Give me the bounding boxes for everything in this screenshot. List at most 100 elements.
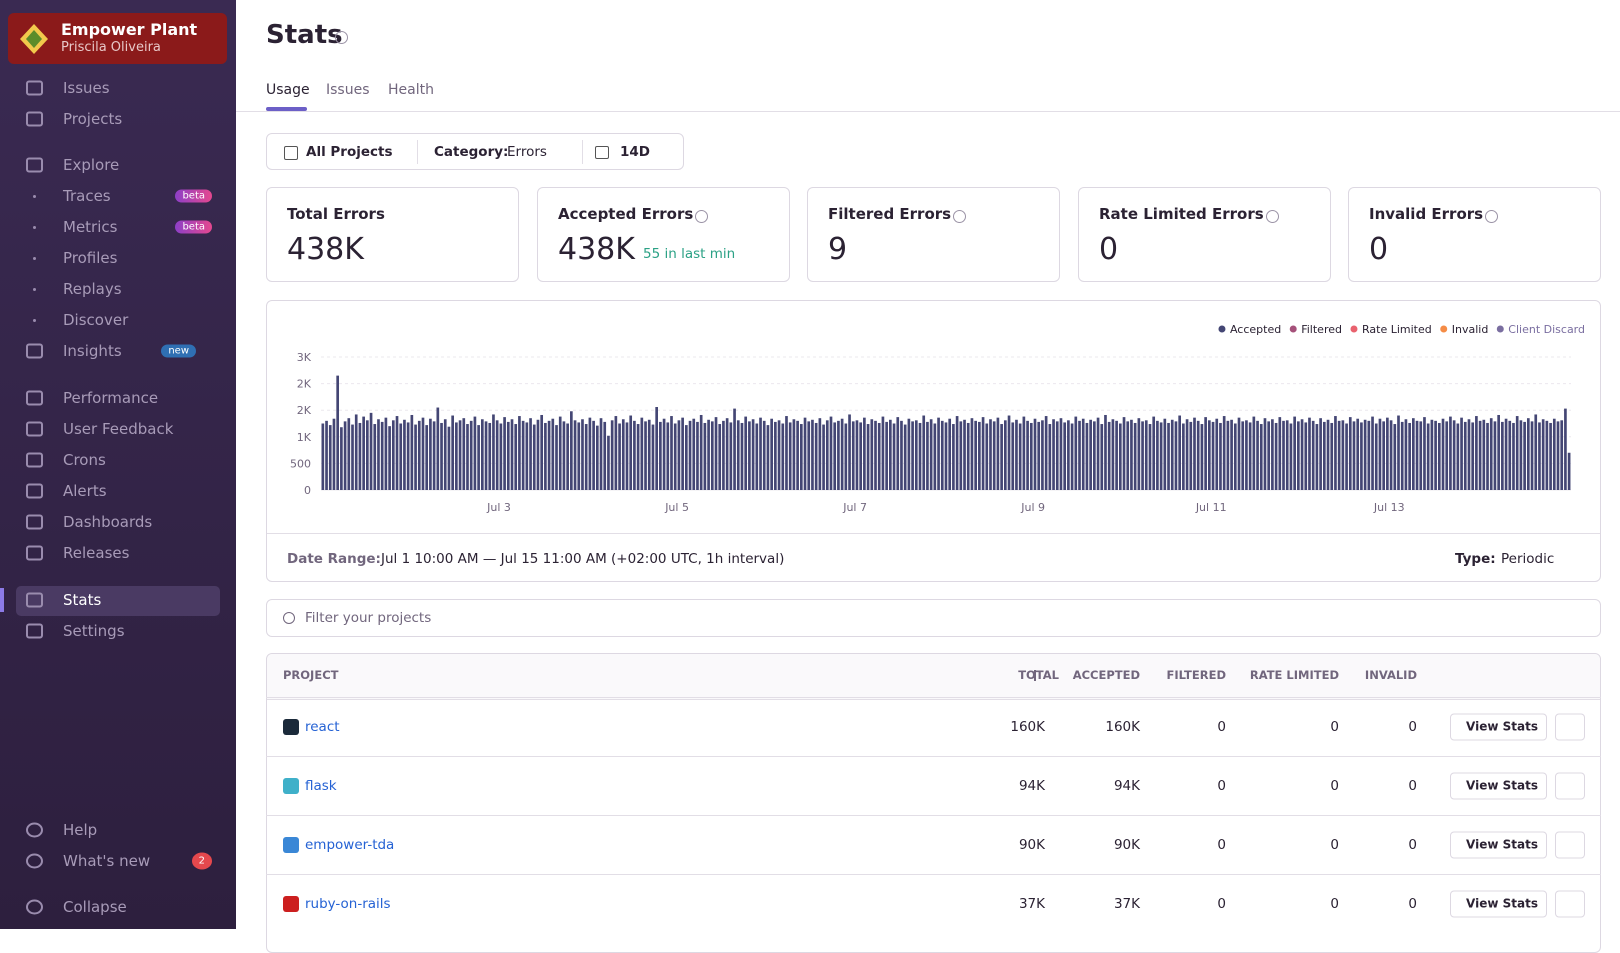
- nav-item[interactable]: Help: [63, 821, 98, 839]
- help-icon[interactable]: [953, 210, 966, 223]
- project-link[interactable]: empower-tda: [305, 837, 395, 853]
- bar: [1259, 424, 1263, 490]
- nav-item[interactable]: Collapse: [63, 898, 127, 916]
- nav-item[interactable]: Crons: [63, 451, 106, 469]
- column-header[interactable]: ACCEPTED: [1072, 668, 1140, 682]
- column-header[interactable]: FILTERED: [1166, 668, 1226, 682]
- bar: [1534, 414, 1538, 490]
- bar: [662, 418, 666, 490]
- period-filter[interactable]: 14D: [620, 144, 650, 160]
- project-link[interactable]: ruby-on-rails: [305, 896, 391, 912]
- settings-button[interactable]: [1555, 772, 1585, 800]
- nav-item[interactable]: Settings: [63, 622, 125, 640]
- settings-button[interactable]: [1555, 713, 1585, 741]
- bar: [1029, 422, 1033, 490]
- tab[interactable]: Issues: [326, 82, 370, 98]
- bar: [933, 423, 937, 490]
- nav-item[interactable]: Stats: [63, 591, 102, 609]
- bar: [518, 416, 521, 490]
- legend-label: Accepted: [1230, 323, 1281, 336]
- bar: [1018, 423, 1022, 490]
- nav-item[interactable]: Profiles: [63, 249, 118, 267]
- bar: [1501, 421, 1504, 490]
- org-switcher[interactable]: Empower Plant Priscila Oliveira: [8, 13, 227, 64]
- table-cell: 37K: [1113, 896, 1140, 912]
- bar: [766, 425, 770, 490]
- legend-label: Invalid: [1452, 323, 1489, 336]
- nav-item[interactable]: Issues: [63, 79, 110, 97]
- bar: [1096, 417, 1100, 490]
- nav-item[interactable]: Alerts: [63, 482, 107, 500]
- bar: [1152, 416, 1156, 490]
- search-box[interactable]: Filter your projects: [266, 599, 1601, 637]
- nav-item[interactable]: User Feedback: [63, 420, 174, 438]
- tab[interactable]: Health: [388, 82, 434, 98]
- column-header[interactable]: TOTAL: [1018, 668, 1059, 682]
- category-filter[interactable]: Errors: [507, 144, 547, 160]
- bar: [959, 421, 963, 490]
- column-header[interactable]: RATE LIMITED: [1249, 668, 1339, 682]
- bar: [536, 419, 540, 490]
- badge: new: [161, 344, 196, 358]
- project-link[interactable]: react: [305, 719, 340, 735]
- nav-item[interactable]: Insights: [63, 342, 122, 360]
- bar: [837, 420, 840, 490]
- view-stats-button[interactable]: View Stats: [1450, 713, 1547, 741]
- help-icon[interactable]: [1485, 210, 1498, 223]
- bar: [829, 416, 833, 490]
- bar: [328, 425, 332, 490]
- bar: [577, 422, 581, 490]
- nav-item[interactable]: Discover: [63, 311, 129, 329]
- bar: [1400, 421, 1404, 490]
- nav-item[interactable]: Releases: [63, 544, 130, 562]
- bar: [503, 417, 506, 490]
- nav-item[interactable]: Dashboards: [63, 513, 153, 531]
- bar: [588, 417, 592, 490]
- settings-button[interactable]: [1555, 831, 1585, 859]
- column-header[interactable]: INVALID: [1364, 668, 1417, 682]
- tab[interactable]: Usage: [266, 82, 310, 98]
- help-icon[interactable]: [695, 210, 708, 223]
- bar: [1460, 417, 1463, 490]
- bar: [1515, 416, 1519, 490]
- bar: [796, 420, 799, 490]
- bar: [974, 420, 977, 490]
- view-stats-button[interactable]: View Stats: [1450, 831, 1547, 859]
- nav-item[interactable]: Metrics: [63, 218, 118, 236]
- nav-item[interactable]: Replays: [63, 280, 122, 298]
- help-icon[interactable]: [335, 31, 348, 44]
- type-select[interactable]: Periodic: [1501, 551, 1555, 567]
- bar: [499, 423, 503, 490]
- help-icon[interactable]: [1266, 210, 1279, 223]
- view-stats-button[interactable]: View Stats: [1450, 772, 1547, 800]
- bar: [1200, 424, 1204, 490]
- stat-card: Accepted Errors 438K 55 in last min: [537, 187, 790, 282]
- bar: [1122, 417, 1126, 490]
- card-title: Filtered Errors: [828, 205, 952, 223]
- bar: [1133, 422, 1137, 490]
- settings-button[interactable]: [1555, 890, 1585, 918]
- nav-item[interactable]: Performance: [63, 389, 159, 407]
- nav-item[interactable]: Projects: [63, 110, 123, 128]
- project-filter[interactable]: All Projects: [306, 144, 393, 160]
- bar: [1252, 416, 1256, 490]
- bar: [1504, 418, 1508, 490]
- row-divider: [266, 874, 1601, 875]
- bar: [710, 421, 714, 490]
- project-link[interactable]: flask: [305, 778, 337, 794]
- y-tick-label: 2K: [297, 404, 312, 417]
- bar: [1089, 419, 1092, 490]
- y-tick-label: 0: [304, 484, 311, 497]
- project-icon: [283, 778, 299, 794]
- nav-item[interactable]: What's new: [63, 852, 151, 870]
- bar: [1126, 421, 1130, 490]
- column-header[interactable]: PROJECT: [283, 668, 339, 682]
- bar: [1159, 422, 1163, 490]
- bar: [391, 420, 395, 490]
- view-stats-button[interactable]: View Stats: [1450, 890, 1547, 918]
- nav-item[interactable]: Traces: [63, 187, 111, 205]
- bar: [1297, 421, 1300, 490]
- bar: [429, 418, 432, 490]
- bar: [1430, 419, 1434, 490]
- nav-item[interactable]: Explore: [63, 156, 120, 174]
